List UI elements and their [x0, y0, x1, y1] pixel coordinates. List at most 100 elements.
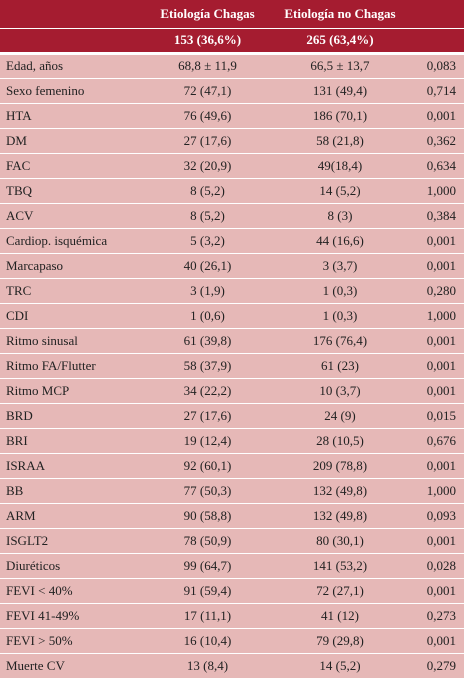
- table-cell: 28 (10,5): [270, 428, 410, 454]
- table-cell: 0,384: [410, 203, 464, 229]
- table-row: Cardiop. isquémica 5 (3,2) 44 (16,6) 0,001: [0, 228, 464, 254]
- table-cell: 0,362: [410, 128, 464, 154]
- table-cell: 0,280: [410, 278, 464, 304]
- table-cell: 14 (5,2): [270, 653, 410, 679]
- table-cell: 16 (10,4): [145, 628, 270, 654]
- table-cell: 78 (50,9): [145, 528, 270, 554]
- table-cell: 13 (8,4): [145, 653, 270, 679]
- table-cell: 0,001: [410, 103, 464, 129]
- table-cell: 3 (1,9): [145, 278, 270, 304]
- table-cell: 10 (3,7): [270, 378, 410, 404]
- table-cell: 77 (50,3): [145, 478, 270, 504]
- table-cell: 5 (3,2): [145, 228, 270, 254]
- table-cell: 132 (49,8): [270, 503, 410, 529]
- table-cell: 72 (27,1): [270, 578, 410, 604]
- table-cell: 27 (17,6): [145, 128, 270, 154]
- table-row: Ritmo FA/Flutter 58 (37,9) 61 (23) 0,001: [0, 353, 464, 379]
- table-cell: 0,093: [410, 503, 464, 529]
- table-cell: BB: [0, 478, 145, 504]
- table-cell: 0,028: [410, 553, 464, 579]
- table-cell: 0,714: [410, 78, 464, 104]
- table-cell: Ritmo FA/Flutter: [0, 353, 145, 379]
- header-cell: 265 (63,4%): [270, 27, 410, 55]
- table-row: CDI 1 (0,6) 1 (0,3) 1,000: [0, 303, 464, 329]
- table-row: Ritmo MCP 34 (22,2) 10 (3,7) 0,001: [0, 378, 464, 404]
- table-row: FAC 32 (20,9) 49(18,4) 0,634: [0, 153, 464, 179]
- table-row: Edad, años 68,8 ± 11,9 66,5 ± 13,7 0,083: [0, 53, 464, 79]
- table-cell: FEVI > 50%: [0, 628, 145, 654]
- table-cell: 0,001: [410, 628, 464, 654]
- table-cell: 1 (0,3): [270, 278, 410, 304]
- table-row: ACV 8 (5,2) 8 (3) 0,384: [0, 203, 464, 229]
- table-cell: 131 (49,4): [270, 78, 410, 104]
- table-cell: 1,000: [410, 478, 464, 504]
- table-cell: Ritmo MCP: [0, 378, 145, 404]
- header-cell: 153 (36,6%): [145, 27, 270, 55]
- table-cell: 0,634: [410, 153, 464, 179]
- table-row: Sexo femenino 72 (47,1) 131 (49,4) 0,714: [0, 78, 464, 104]
- table-row: FEVI > 50% 16 (10,4) 79 (29,8) 0,001: [0, 628, 464, 654]
- table-row: Muerte CV 13 (8,4) 14 (5,2) 0,279: [0, 653, 464, 679]
- table-cell: 0,279: [410, 653, 464, 679]
- table-cell: 99 (64,7): [145, 553, 270, 579]
- table-cell: 0,001: [410, 328, 464, 354]
- header-cell: [410, 0, 464, 28]
- table-row: ARM 90 (58,8) 132 (49,8) 0,093: [0, 503, 464, 529]
- table-cell: 34 (22,2): [145, 378, 270, 404]
- table-cell: 58 (21,8): [270, 128, 410, 154]
- table-row: FEVI 41-49% 17 (11,1) 41 (12) 0,273: [0, 603, 464, 629]
- table-cell: 8 (3): [270, 203, 410, 229]
- table-cell: FAC: [0, 153, 145, 179]
- table-cell: 90 (58,8): [145, 503, 270, 529]
- table-cell: 0,001: [410, 528, 464, 554]
- header-cell: [0, 0, 145, 28]
- table-cell: 27 (17,6): [145, 403, 270, 429]
- table-cell: Edad, años: [0, 53, 145, 79]
- table-cell: ISGLT2: [0, 528, 145, 554]
- table-cell: 0,676: [410, 428, 464, 454]
- table-cell: 132 (49,8): [270, 478, 410, 504]
- table-cell: 80 (30,1): [270, 528, 410, 554]
- table-cell: 92 (60,1): [145, 453, 270, 479]
- table-row: TBQ 8 (5,2) 14 (5,2) 1,000: [0, 178, 464, 204]
- table-cell: FEVI < 40%: [0, 578, 145, 604]
- table-cell: DM: [0, 128, 145, 154]
- table-cell: 141 (53,2): [270, 553, 410, 579]
- table-cell: TBQ: [0, 178, 145, 204]
- table-row: Ritmo sinusal 61 (39,8) 176 (76,4) 0,001: [0, 328, 464, 354]
- table-row: HTA 76 (49,6) 186 (70,1) 0,001: [0, 103, 464, 129]
- table-row: ISGLT2 78 (50,9) 80 (30,1) 0,001: [0, 528, 464, 554]
- table-row: Diuréticos 99 (64,7) 141 (53,2) 0,028: [0, 553, 464, 579]
- table-cell: 209 (78,8): [270, 453, 410, 479]
- table-cell: 0,001: [410, 578, 464, 604]
- table-cell: 0,001: [410, 453, 464, 479]
- table-cell: 0,001: [410, 378, 464, 404]
- header-row: 153 (36,6%) 265 (63,4%): [0, 27, 464, 55]
- header-cell: Etiología Chagas: [145, 0, 270, 28]
- table-cell: 8 (5,2): [145, 178, 270, 204]
- table-cell: BRD: [0, 403, 145, 429]
- table-cell: 40 (26,1): [145, 253, 270, 279]
- table-cell: 49(18,4): [270, 153, 410, 179]
- table-cell: 0,001: [410, 253, 464, 279]
- table-cell: 0,273: [410, 603, 464, 629]
- table-cell: 58 (37,9): [145, 353, 270, 379]
- table-cell: 72 (47,1): [145, 78, 270, 104]
- table-cell: 68,8 ± 11,9: [145, 53, 270, 79]
- table-cell: 41 (12): [270, 603, 410, 629]
- table-cell: 19 (12,4): [145, 428, 270, 454]
- table-cell: Diuréticos: [0, 553, 145, 579]
- table-cell: Sexo femenino: [0, 78, 145, 104]
- table-cell: 17 (11,1): [145, 603, 270, 629]
- table-cell: 1,000: [410, 178, 464, 204]
- table-cell: 79 (29,8): [270, 628, 410, 654]
- table-cell: 61 (39,8): [145, 328, 270, 354]
- table-row: Marcapaso 40 (26,1) 3 (3,7) 0,001: [0, 253, 464, 279]
- table-cell: 3 (3,7): [270, 253, 410, 279]
- table-cell: ARM: [0, 503, 145, 529]
- table-cell: 91 (59,4): [145, 578, 270, 604]
- table-row: FEVI < 40% 91 (59,4) 72 (27,1) 0,001: [0, 578, 464, 604]
